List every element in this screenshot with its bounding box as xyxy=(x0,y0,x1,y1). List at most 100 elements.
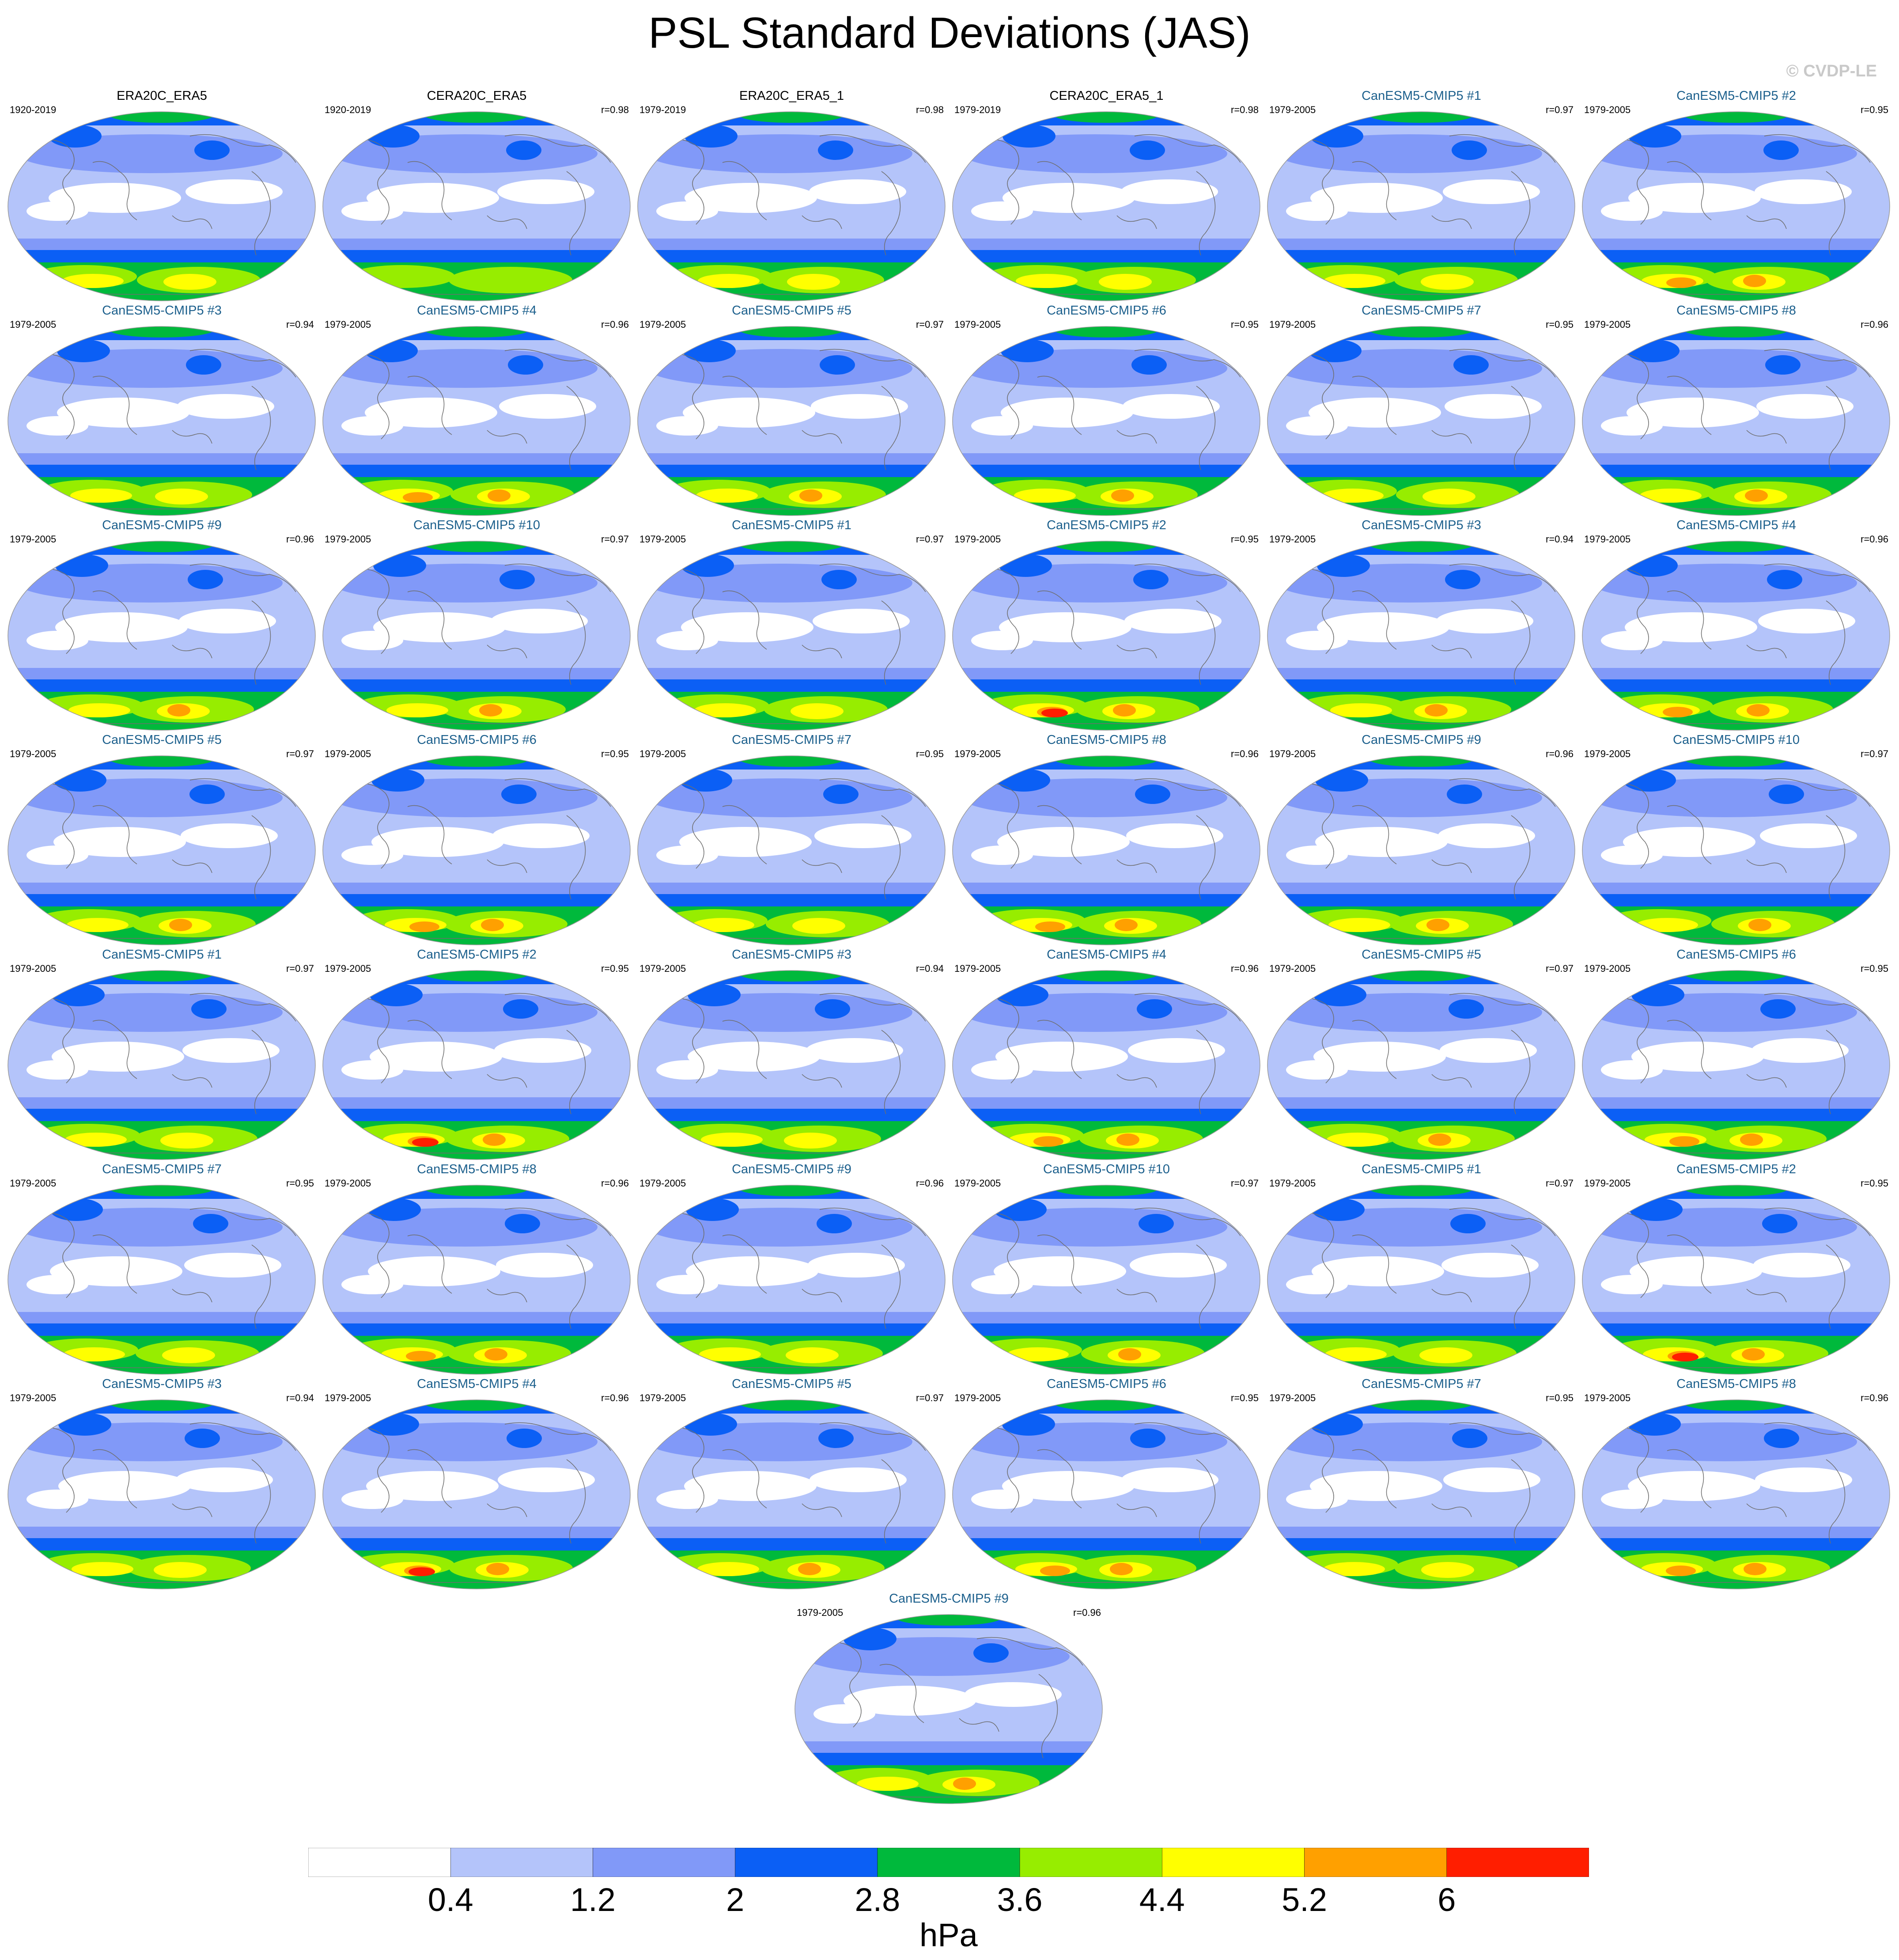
panel-pattern-correlation: r=0.96 xyxy=(601,319,629,330)
coastline xyxy=(881,1244,901,1329)
tropical-minimum xyxy=(997,827,1130,857)
antarctic-peak xyxy=(479,704,502,717)
arctic-maximum xyxy=(109,541,215,552)
coastline xyxy=(819,563,926,592)
antarctic-peak xyxy=(1743,275,1766,287)
panel-pattern-correlation: r=0.96 xyxy=(286,534,314,545)
coastline xyxy=(1764,993,1871,1022)
colorbar-tick-label: 1.2 xyxy=(570,1881,616,1918)
coastline xyxy=(1196,386,1216,470)
coastline xyxy=(1294,783,1334,869)
antarctic-peak xyxy=(1016,274,1078,288)
coastline xyxy=(1746,644,1787,659)
coastline xyxy=(722,805,767,864)
coastline xyxy=(1134,563,1241,592)
map-panel: CanESM5-CMIP5 #4 1979-2005 r=0.96 xyxy=(319,1376,634,1593)
coastline xyxy=(1134,1422,1241,1451)
coastline xyxy=(1511,1030,1531,1115)
coastline xyxy=(819,349,926,378)
map-panel: CanESM5-CMIP5 #5 1979-2005 r=0.97 xyxy=(634,1376,949,1593)
coastline xyxy=(722,590,767,650)
map-panel: CanESM5-CMIP5 #3 1979-2005 r=0.94 xyxy=(4,1376,319,1593)
panel-title: CanESM5-CMIP5 #6 xyxy=(1047,303,1166,318)
coastline xyxy=(487,1503,527,1517)
coastline xyxy=(1038,1674,1058,1759)
coastline xyxy=(350,568,390,654)
tropical-minimum xyxy=(55,612,188,642)
colorbar-bin xyxy=(735,1848,878,1877)
tropical-minimum xyxy=(1441,1253,1539,1278)
map-panel: CanESM5-CMIP5 #2 1979-2005 r=0.95 xyxy=(1579,1162,1894,1378)
panel-title: CanESM5-CMIP5 #1 xyxy=(1362,89,1481,103)
coastline xyxy=(35,783,75,869)
antarctic-peak xyxy=(386,703,448,717)
panel-period: 1979-2005 xyxy=(1584,319,1631,330)
nh-storm-track xyxy=(1765,355,1801,375)
tropical-minimum xyxy=(1601,1275,1663,1294)
antarctic-peak xyxy=(791,703,844,719)
tropical-minimum xyxy=(1443,1467,1540,1492)
antarctic-peak xyxy=(1747,704,1770,717)
arctic-maximum xyxy=(1683,971,1789,982)
tropical-minimum xyxy=(656,631,718,650)
antarctic-peak xyxy=(857,1777,919,1791)
tropical-minimum xyxy=(1443,179,1540,204)
nh-storm-track xyxy=(1002,1413,1055,1436)
antarctic-peak xyxy=(701,1133,763,1147)
tropical-minimum xyxy=(656,845,718,865)
coastline xyxy=(92,375,137,435)
coastline xyxy=(350,139,390,225)
coastline xyxy=(1667,1449,1712,1509)
panel-title: CanESM5-CMIP5 #4 xyxy=(1047,948,1166,962)
antarctic-peak xyxy=(1748,919,1771,931)
tropical-minimum xyxy=(971,1275,1033,1294)
map-panel: CanESM5-CMIP5 #8 1979-2005 r=0.96 xyxy=(1579,1376,1894,1593)
antarctic-peak xyxy=(1640,489,1702,503)
tropical-minimum xyxy=(341,1490,403,1509)
map-panel: CanESM5-CMIP5 #4 1979-2005 r=0.96 xyxy=(319,303,634,519)
coastline xyxy=(189,1207,296,1236)
nh-storm-track xyxy=(1002,125,1055,148)
coastline xyxy=(1826,1459,1846,1544)
tropical-minimum xyxy=(58,1471,191,1501)
coastline xyxy=(665,783,704,869)
psl-stddev-map xyxy=(322,1399,631,1589)
tropical-minimum xyxy=(1121,179,1218,204)
nh-storm-track xyxy=(1447,785,1482,804)
map-outline xyxy=(1267,970,1575,1160)
psl-stddev-map xyxy=(322,970,631,1160)
coastline xyxy=(1431,859,1472,873)
tropical-minimum xyxy=(1123,394,1220,419)
colorbar-units: hPa xyxy=(919,1917,978,1953)
panel-period: 1979-2005 xyxy=(639,963,686,974)
arctic-maximum xyxy=(1683,1185,1789,1196)
tropical-minimum xyxy=(26,1490,88,1509)
antarctic-peak xyxy=(1327,1133,1388,1147)
panel-title: CanESM5-CMIP5 #1 xyxy=(732,518,851,532)
coastline xyxy=(1746,859,1787,873)
coastline xyxy=(802,859,842,873)
panel-title: CanESM5-CMIP5 #1 xyxy=(1362,1162,1481,1176)
coastline xyxy=(1764,134,1871,163)
coastline xyxy=(1449,563,1556,592)
nh-storm-track xyxy=(373,554,426,577)
coastline xyxy=(1294,568,1334,654)
map-outline xyxy=(637,970,946,1160)
map-panel: CanESM5-CMIP5 #7 1979-2005 r=0.95 xyxy=(1264,303,1579,519)
map-outline xyxy=(952,326,1260,516)
panel-period: 1979-2005 xyxy=(1584,104,1631,115)
antarctic-peak xyxy=(488,489,511,502)
nh-storm-track xyxy=(508,355,543,375)
antarctic-peak xyxy=(68,703,130,717)
antarctic-peak xyxy=(1421,274,1474,290)
psl-stddev-map xyxy=(8,541,316,731)
tropical-minimum xyxy=(1760,823,1857,848)
tropical-minimum xyxy=(1286,1060,1348,1080)
coastline xyxy=(1746,215,1787,229)
nh-moderate-band xyxy=(18,1422,283,1461)
arctic-maximum xyxy=(1368,1185,1474,1196)
arctic-maximum xyxy=(424,1400,530,1411)
panel-pattern-correlation: r=0.97 xyxy=(1231,1178,1259,1189)
nh-storm-track xyxy=(506,140,541,160)
panel-pattern-correlation: r=0.95 xyxy=(1861,963,1888,974)
